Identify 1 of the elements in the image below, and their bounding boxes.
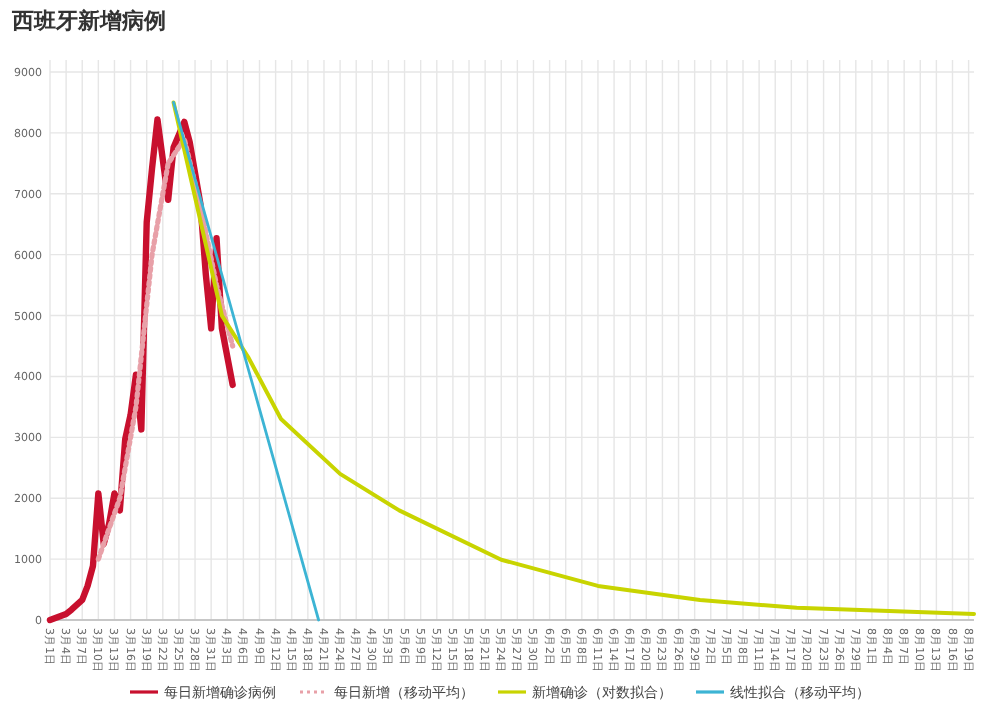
chart-title: 西班牙新增病例 bbox=[10, 8, 166, 34]
